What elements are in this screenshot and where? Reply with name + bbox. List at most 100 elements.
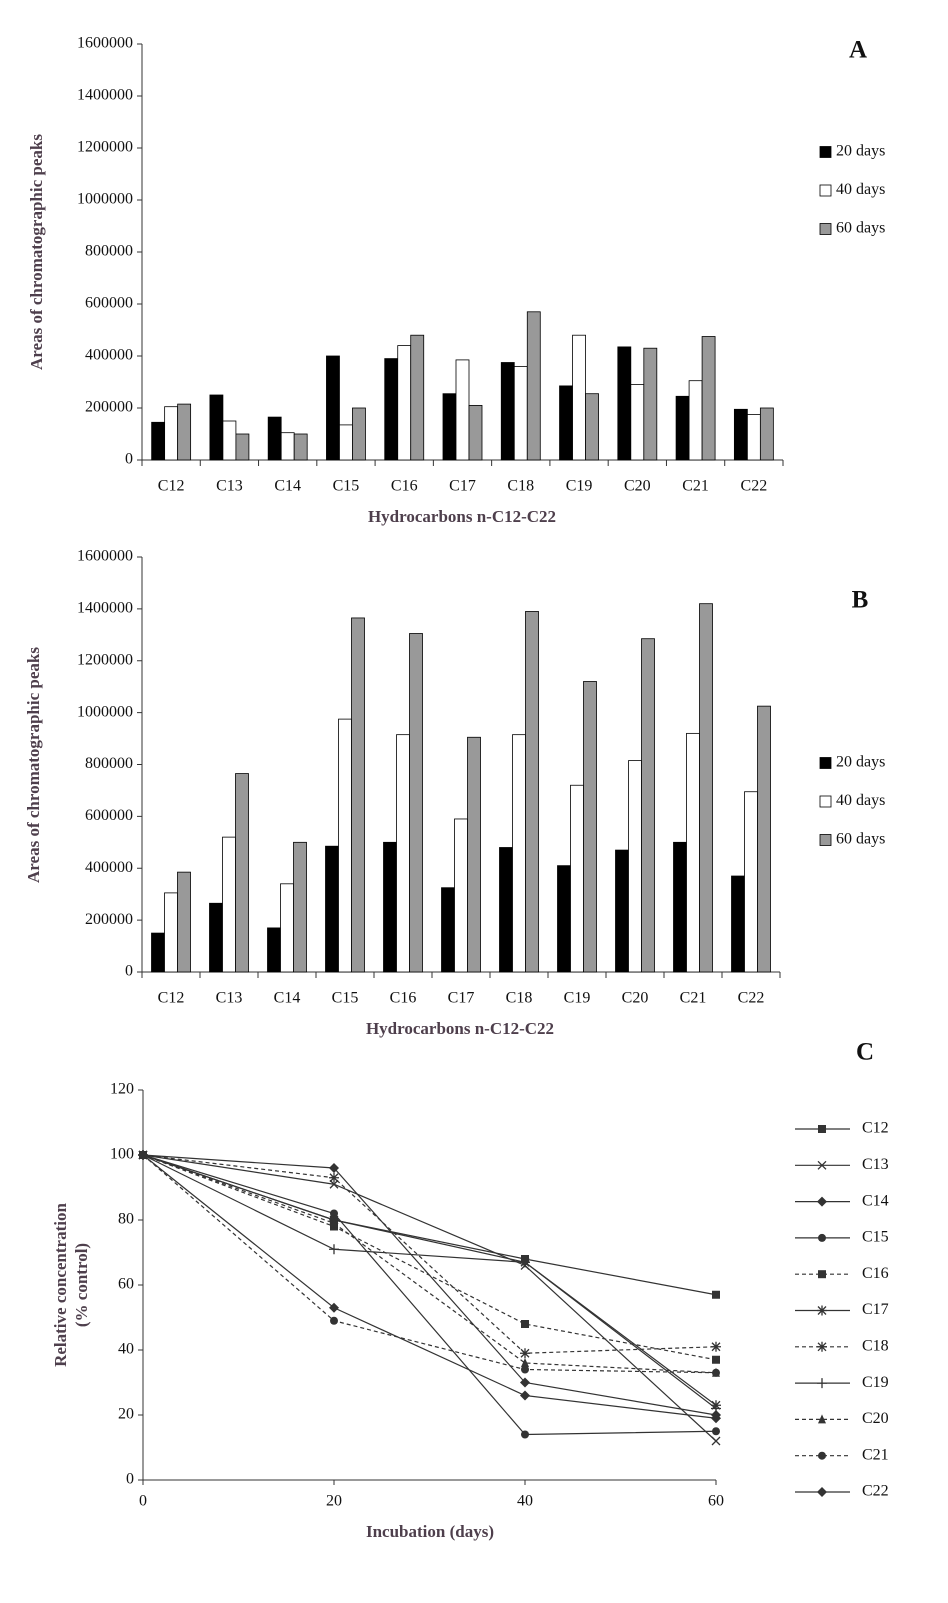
x-tick-label: 20 [326, 1493, 342, 1510]
legend-label: C13 [862, 1156, 889, 1173]
series-line [142, 1154, 717, 1436]
bar [177, 871, 191, 973]
bar [441, 887, 455, 973]
bar [746, 414, 761, 461]
bar [151, 421, 166, 461]
y-axis-title: Areas of chromatographic peaks [24, 647, 43, 883]
y-tick-label: 600000 [85, 807, 133, 824]
y-tick-label: 20 [118, 1406, 134, 1423]
x-tick-label: C12 [158, 478, 185, 495]
panel-label: C [856, 1039, 874, 1066]
bar [209, 902, 223, 973]
marker [712, 1290, 720, 1299]
x-tick-label: C20 [622, 990, 649, 1007]
x-tick-label: C20 [624, 478, 651, 495]
bar [326, 355, 340, 461]
y-tick-label: 1400000 [77, 87, 133, 104]
y-tick-label: 40 [118, 1341, 134, 1358]
bar [570, 784, 584, 973]
bar [409, 633, 423, 973]
x-tick-label: C15 [332, 990, 359, 1007]
bar [209, 394, 224, 461]
bar [410, 334, 425, 461]
bar [585, 393, 599, 461]
bar [525, 611, 539, 973]
marker [817, 1196, 827, 1207]
legend-label: C14 [862, 1192, 889, 1209]
legend-label: C15 [862, 1229, 889, 1246]
marker [818, 1233, 826, 1242]
y-tick-label: 80 [118, 1211, 134, 1228]
marker [817, 1160, 827, 1170]
x-tick-label: C14 [274, 478, 301, 495]
bar [164, 892, 178, 973]
legend-swatch [819, 146, 832, 158]
x-tick-label: C15 [333, 478, 360, 495]
bar [383, 841, 397, 973]
legend-swatch [819, 223, 832, 235]
marker [817, 1305, 827, 1316]
y-tick-label: 0 [125, 451, 133, 468]
x-tick-label: C14 [274, 990, 301, 1007]
y-tick-label: 1600000 [77, 35, 133, 52]
bar [293, 841, 307, 973]
legend-label: C20 [862, 1410, 889, 1427]
marker [818, 1414, 826, 1424]
bar [396, 734, 410, 973]
x-tick-label: C13 [216, 478, 243, 495]
bar [267, 927, 281, 973]
y-tick-label: 0 [125, 963, 133, 980]
x-tick-label: 40 [517, 1493, 533, 1510]
series-line [142, 1154, 717, 1374]
y-tick-label: 1200000 [77, 139, 133, 156]
marker [521, 1365, 529, 1374]
legend-swatch [819, 834, 832, 846]
marker [712, 1427, 720, 1436]
bar [222, 420, 237, 461]
marker [521, 1358, 529, 1367]
bar [675, 395, 690, 461]
bar [384, 358, 399, 461]
marker [711, 1413, 721, 1424]
bar [442, 393, 457, 461]
legend-label: C18 [862, 1337, 889, 1354]
series-line [142, 1154, 717, 1419]
bar [352, 407, 366, 461]
bar [164, 406, 179, 461]
legend-label: 60 days [836, 831, 885, 848]
marker [521, 1430, 529, 1439]
bar [731, 875, 745, 973]
marker [818, 1270, 826, 1279]
bar [617, 346, 632, 461]
marker [330, 1218, 338, 1228]
x-tick-label: C21 [680, 990, 707, 1007]
bar [351, 617, 365, 973]
marker [329, 1179, 339, 1189]
marker [817, 1341, 827, 1352]
bar [222, 836, 236, 973]
bar [526, 311, 541, 461]
bar [512, 734, 526, 973]
bar [280, 883, 294, 973]
y-tick-label: 100 [110, 1146, 134, 1163]
bar [235, 773, 249, 973]
y-tick-label: 1200000 [77, 651, 133, 668]
marker [711, 1403, 721, 1414]
y-tick-label: 800000 [85, 243, 133, 260]
bar [500, 362, 515, 461]
x-axis-title: Hydrocarbons n-C12-C22 [368, 507, 556, 526]
series-line [142, 1154, 717, 1409]
marker [817, 1378, 827, 1389]
x-tick-label: C18 [506, 990, 533, 1007]
legend-label: 60 days [836, 220, 885, 237]
marker [520, 1390, 530, 1401]
bar [397, 345, 412, 461]
bar [280, 432, 295, 461]
bar [454, 818, 468, 973]
bar [701, 336, 716, 461]
bar [699, 603, 713, 973]
marker [329, 1172, 339, 1183]
bar [572, 334, 586, 461]
x-tick-label: C19 [566, 478, 593, 495]
